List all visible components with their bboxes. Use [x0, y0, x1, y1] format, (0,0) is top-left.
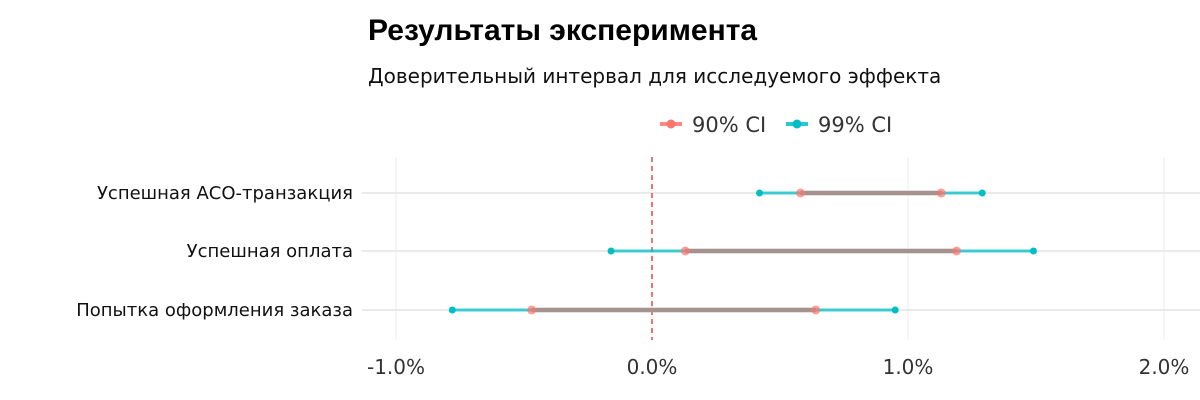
category-label: Попытка оформления заказа — [76, 300, 353, 321]
ci99-lower-point — [756, 189, 764, 197]
grid — [362, 157, 1200, 340]
ci99-upper-point — [891, 306, 899, 314]
chart-subtitle: Доверительный интервал для исследуемого … — [368, 64, 941, 88]
ci90-lower-point — [527, 305, 537, 315]
marks — [448, 188, 1037, 315]
x-tick-label: 2.0% — [1139, 355, 1190, 379]
ci90-upper-point — [811, 305, 821, 315]
legend-swatch-point — [666, 119, 676, 129]
legend-item: 99% CI — [786, 113, 892, 137]
category-label: Успешная АСО-транзакция — [97, 183, 353, 204]
legend: 90% CI 99% CI — [660, 113, 892, 137]
chart-title: Результаты эксперимента — [368, 14, 757, 47]
ci99-upper-point — [978, 189, 986, 197]
ci99-upper-point — [1029, 247, 1037, 255]
interval-row — [607, 246, 1037, 256]
ci90-upper-point — [936, 188, 946, 198]
ci99-lower-point — [448, 306, 456, 314]
x-axis-ticks: -1.0% 0.0% 1.0% 2.0% — [367, 355, 1189, 379]
x-tick-label: 1.0% — [883, 355, 934, 379]
legend-swatch-point — [792, 119, 802, 129]
ci99-lower-point — [607, 247, 615, 255]
ci90-lower-point — [795, 188, 805, 198]
interval-row — [448, 305, 899, 315]
legend-item: 90% CI — [660, 113, 766, 137]
ci90-upper-point — [952, 246, 962, 256]
category-labels: Успешная АСО-транзакция Успешная оплата По… — [76, 183, 353, 321]
x-tick-label: 0.0% — [627, 355, 678, 379]
category-label: Успешная оплата — [187, 241, 353, 262]
x-tick-label: -1.0% — [367, 355, 425, 379]
legend-label: 99% CI — [818, 113, 892, 137]
ci90-lower-point — [680, 246, 690, 256]
legend-label: 90% CI — [692, 113, 766, 137]
interval-row — [756, 188, 986, 198]
